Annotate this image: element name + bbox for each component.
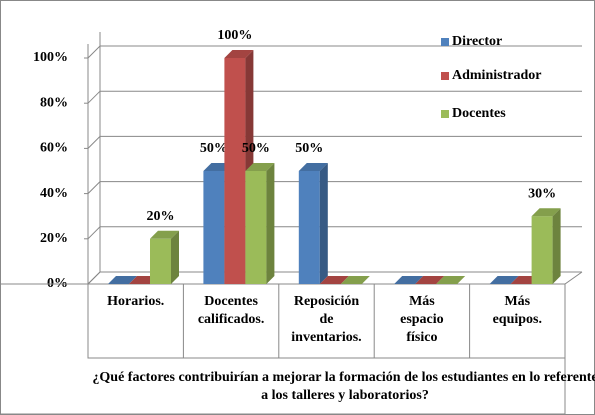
- grid-line: [87, 90, 582, 104]
- bar-top: [489, 276, 519, 284]
- grid-line: [87, 135, 582, 149]
- x-tick-label: Horarios.: [107, 294, 164, 309]
- bar-top: [340, 276, 370, 284]
- grid-line: [87, 226, 582, 240]
- bar-top: [150, 230, 179, 239]
- bar-side: [319, 163, 328, 284]
- bar-top: [224, 50, 254, 58]
- x-tick-label: Reposición de inventarios.: [291, 294, 361, 345]
- grid-line: [87, 45, 582, 59]
- legend-swatch: [441, 72, 449, 80]
- x-tick-label: Docentes calificados.: [198, 294, 265, 327]
- x-tick-line: de: [320, 312, 334, 327]
- x-tick-line: físico: [406, 330, 437, 345]
- bar-front: [224, 58, 246, 284]
- y-tick-label: 60%: [40, 141, 68, 156]
- bar: [489, 276, 519, 284]
- legend-label: Director: [452, 34, 502, 49]
- bar: [245, 163, 275, 284]
- bar-side: [552, 208, 561, 284]
- x-axis-label: ¿Qué factores contribuirían a mejorar la…: [92, 370, 595, 403]
- x-tick-line: calificados.: [198, 312, 265, 327]
- bar-top: [415, 276, 445, 284]
- x-tick-label: Más equipos.: [493, 294, 542, 327]
- bar-side: [171, 230, 179, 284]
- y-tick-label: 80%: [40, 95, 68, 110]
- value-label: 30%: [528, 186, 556, 201]
- bar-top: [319, 276, 349, 284]
- x-tick-label: Más espacio físico: [400, 294, 444, 345]
- bar: [394, 276, 424, 284]
- value-label: 50%: [200, 141, 228, 156]
- grid-line: [87, 181, 582, 194]
- y-tick-label: 100%: [33, 50, 68, 65]
- x-tick-line: Horarios.: [107, 294, 164, 309]
- bar: [150, 230, 179, 284]
- bar-side: [266, 163, 275, 284]
- bar-front: [531, 216, 553, 284]
- legend-swatch: [441, 38, 449, 46]
- value-label: 20%: [147, 209, 175, 224]
- value-label: 100%: [217, 28, 252, 43]
- bar: [531, 208, 561, 284]
- y-tick-label: 20%: [40, 231, 68, 246]
- bar: [436, 276, 466, 284]
- legend-label: Administrador: [452, 68, 541, 83]
- grid-line: [87, 271, 582, 285]
- bar-top: [436, 276, 466, 284]
- x-tick-line: espacio: [400, 312, 444, 327]
- bar: [415, 276, 445, 284]
- bar: [108, 276, 137, 284]
- x-tick-line: Reposición: [294, 294, 360, 309]
- bar-top: [245, 163, 275, 171]
- bar-front: [245, 171, 267, 284]
- y-tick-label: 40%: [40, 186, 68, 201]
- x-tick-line: equipos.: [493, 312, 542, 327]
- bar: [319, 276, 349, 284]
- x-tick-line: Docentes: [204, 294, 258, 309]
- bar-front: [150, 238, 171, 284]
- x-tick-line: Más: [409, 294, 435, 309]
- legend-swatch: [441, 110, 449, 118]
- bar-top: [531, 208, 561, 217]
- bar-front: [298, 171, 320, 284]
- table-frame: [0, 283, 566, 415]
- bar-top: [394, 276, 424, 284]
- legend-label: Docentes: [452, 106, 506, 121]
- value-label: 50%: [242, 141, 270, 156]
- x-tick-line: Más: [504, 294, 530, 309]
- value-label: 50%: [295, 141, 323, 156]
- bar: [340, 276, 370, 284]
- bar-top: [108, 276, 137, 284]
- x-tick-line: inventarios.: [291, 330, 361, 345]
- bar-front: [203, 171, 225, 284]
- bar: [298, 163, 328, 284]
- bar-top: [298, 163, 328, 171]
